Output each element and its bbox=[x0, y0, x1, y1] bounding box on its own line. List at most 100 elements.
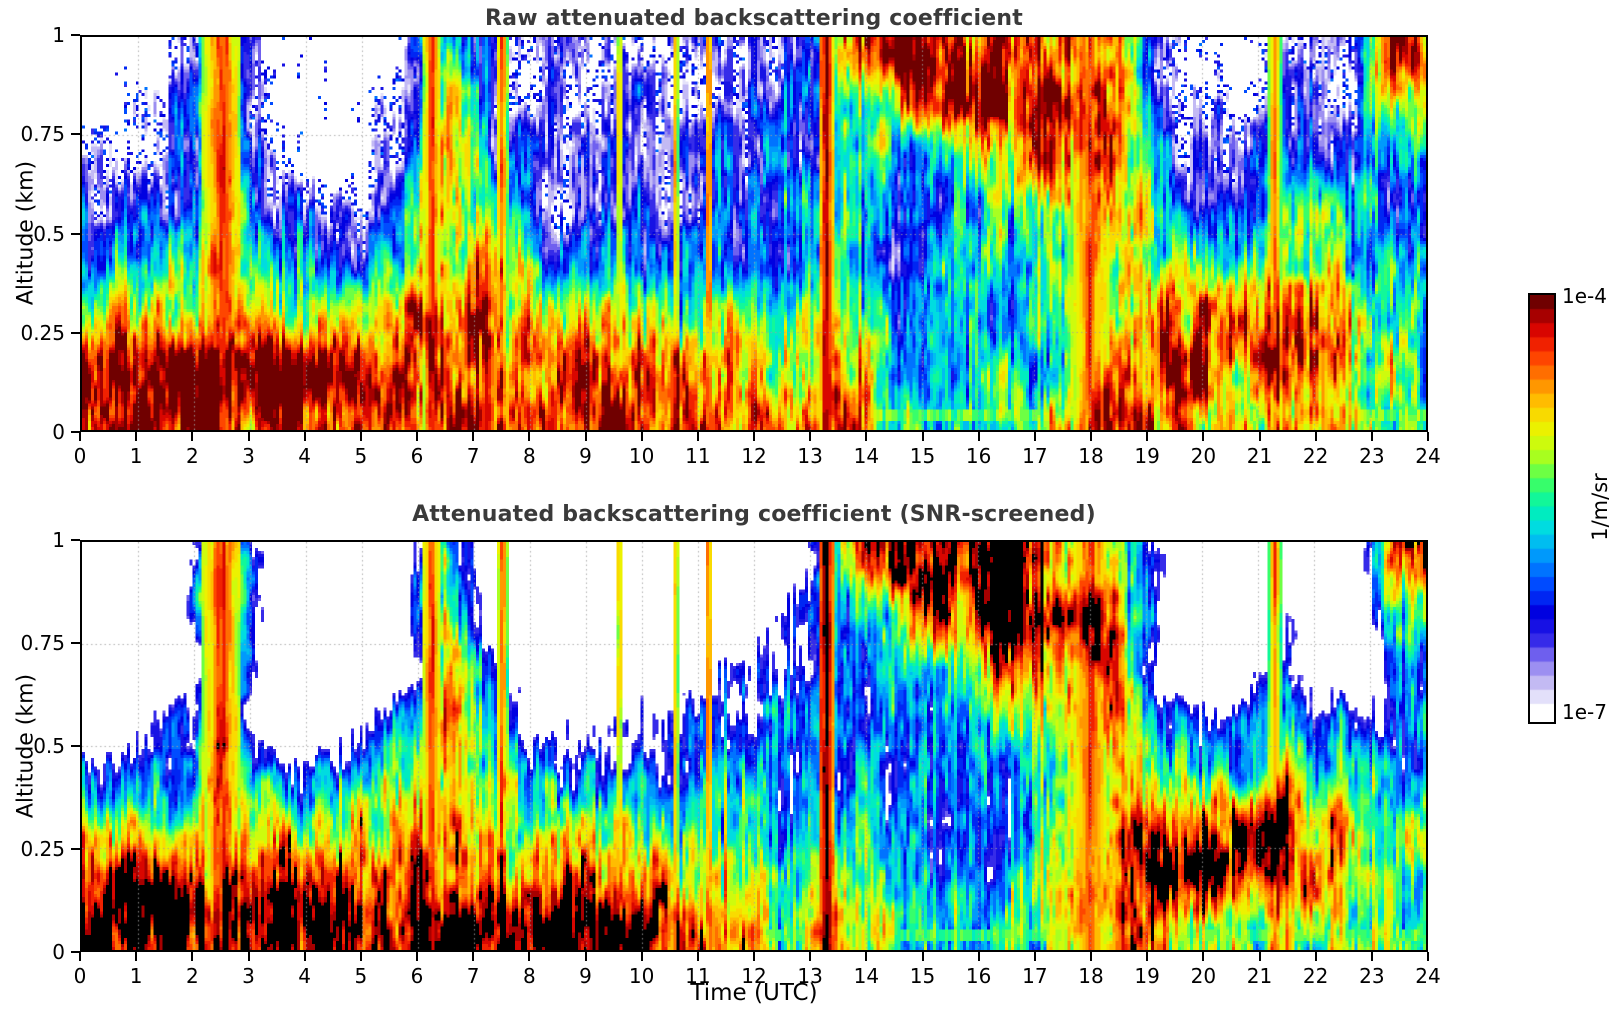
y-tick-label-raw: 0.75 bbox=[20, 122, 65, 147]
y-tick-label-screened: 0.5 bbox=[33, 734, 65, 758]
x-tick-raw bbox=[640, 432, 643, 441]
x-tick-label-raw: 15 bbox=[909, 444, 936, 468]
x-tick-label-screened: 7 bbox=[466, 964, 480, 988]
x-tick-label-screened: 20 bbox=[1190, 964, 1217, 988]
x-tick-raw bbox=[247, 432, 250, 441]
x-tick-screened bbox=[79, 952, 81, 961]
x-tick-screened bbox=[472, 952, 475, 961]
x-tick-screened bbox=[359, 952, 362, 961]
x-tick-label-screened: 0 bbox=[73, 964, 87, 988]
x-tick-label-screened: 21 bbox=[1246, 964, 1273, 988]
y-tick-label-screened: 0.75 bbox=[20, 631, 65, 655]
x-tick-raw bbox=[865, 432, 868, 441]
x-tick-label-screened: 12 bbox=[741, 964, 767, 988]
x-tick-label-screened: 3 bbox=[242, 964, 255, 988]
x-tick-label-screened: 22 bbox=[1302, 964, 1329, 988]
x-tick-screened bbox=[1370, 952, 1373, 961]
x-tick-label-screened: 10 bbox=[628, 964, 655, 988]
x-tick-raw bbox=[1427, 432, 1429, 441]
x-tick-label-raw: 19 bbox=[1134, 444, 1160, 468]
x-tick-raw bbox=[303, 432, 306, 441]
x-tick-label-raw: 8 bbox=[522, 444, 536, 468]
colorbar bbox=[1528, 293, 1556, 724]
x-tick-raw bbox=[1202, 432, 1205, 441]
x-tick-label-screened: 15 bbox=[909, 964, 936, 988]
heatmap-canvas-raw bbox=[82, 37, 1426, 430]
x-tick-label-raw: 13 bbox=[797, 444, 823, 468]
x-tick-label-screened: 17 bbox=[1022, 964, 1048, 988]
y-tick-screened bbox=[71, 745, 80, 747]
x-tick-label-raw: 24 bbox=[1415, 444, 1441, 468]
x-tick-label-raw: 3 bbox=[242, 444, 255, 468]
x-tick-raw bbox=[1370, 432, 1373, 441]
x-tick-label-screened: 1 bbox=[129, 964, 143, 988]
x-tick-screened bbox=[584, 952, 587, 961]
x-tick-label-raw: 17 bbox=[1022, 444, 1048, 468]
x-tick-label-raw: 16 bbox=[965, 444, 992, 468]
x-tick-label-screened: 24 bbox=[1415, 964, 1441, 988]
x-tick-raw bbox=[416, 432, 418, 441]
x-tick-screened bbox=[865, 952, 868, 961]
x-tick-raw bbox=[1314, 432, 1317, 441]
x-tick-screened bbox=[1202, 952, 1205, 961]
x-tick-raw bbox=[135, 432, 138, 441]
x-tick-label-screened: 6 bbox=[410, 964, 424, 988]
x-tick-raw bbox=[1090, 432, 1092, 441]
x-tick-raw bbox=[1258, 432, 1261, 441]
panel-screened-plot-area bbox=[80, 540, 1428, 952]
x-tick-raw bbox=[1146, 432, 1149, 441]
panel-screened-title: Attenuated backscattering coefficient (S… bbox=[412, 502, 1096, 527]
heatmap-canvas-screened bbox=[82, 542, 1426, 950]
x-tick-screened bbox=[977, 952, 980, 961]
x-tick-label-screened: 5 bbox=[354, 964, 368, 988]
x-tick-screened bbox=[303, 952, 306, 961]
x-tick-label-raw: 1 bbox=[129, 444, 143, 468]
x-tick-screened bbox=[247, 952, 250, 961]
x-axis-label: Time (UTC) bbox=[690, 980, 818, 1006]
x-tick-raw bbox=[1033, 432, 1036, 441]
x-tick-screened bbox=[1427, 952, 1429, 961]
y-tick-screened bbox=[71, 539, 80, 541]
x-tick-raw bbox=[809, 432, 812, 441]
x-tick-raw bbox=[696, 432, 699, 441]
x-tick-screened bbox=[921, 952, 924, 961]
x-tick-label-raw: 18 bbox=[1078, 444, 1104, 468]
y-tick-raw bbox=[71, 431, 80, 433]
x-tick-screened bbox=[640, 952, 643, 961]
y-tick-label-screened: 0.25 bbox=[20, 837, 65, 861]
x-tick-label-screened: 23 bbox=[1359, 964, 1385, 988]
y-tick-raw bbox=[71, 133, 80, 136]
colorbar-units-label: 1/m/sr bbox=[1588, 473, 1612, 541]
x-tick-label-screened: 8 bbox=[522, 964, 536, 988]
y-tick-raw bbox=[71, 331, 80, 334]
x-tick-screened bbox=[696, 952, 699, 961]
x-tick-raw bbox=[977, 432, 980, 441]
x-tick-raw bbox=[528, 432, 531, 441]
x-tick-label-screened: 19 bbox=[1134, 964, 1160, 988]
x-tick-raw bbox=[753, 432, 755, 441]
x-tick-screened bbox=[1033, 952, 1036, 961]
x-tick-label-raw: 2 bbox=[185, 444, 199, 468]
x-tick-label-raw: 11 bbox=[685, 444, 711, 468]
x-tick-screened bbox=[1090, 952, 1092, 961]
x-tick-label-raw: 0 bbox=[73, 444, 87, 468]
x-tick-label-screened: 13 bbox=[797, 964, 823, 988]
colorbar-max-tick-label: 1e-4 bbox=[1562, 284, 1607, 308]
x-tick-label-raw: 9 bbox=[579, 444, 592, 468]
y-tick-label-raw: 0 bbox=[52, 420, 65, 444]
x-tick-label-raw: 10 bbox=[628, 444, 655, 468]
y-tick-label-raw: 0.5 bbox=[33, 221, 65, 246]
x-tick-raw bbox=[921, 432, 924, 441]
y-tick-label-raw: 0.25 bbox=[20, 320, 65, 345]
panel-raw-title: Raw attenuated backscattering coefficien… bbox=[485, 6, 1023, 31]
x-tick-screened bbox=[1314, 952, 1317, 961]
x-tick-screened bbox=[191, 952, 194, 961]
x-tick-label-raw: 5 bbox=[354, 444, 368, 468]
x-tick-label-raw: 23 bbox=[1359, 444, 1385, 468]
y-tick-label-screened: 1 bbox=[52, 528, 65, 552]
y-tick-raw bbox=[71, 232, 80, 235]
x-tick-label-raw: 21 bbox=[1246, 444, 1273, 468]
x-tick-label-screened: 4 bbox=[298, 964, 312, 988]
y-tick-label-raw: 1 bbox=[52, 23, 65, 47]
